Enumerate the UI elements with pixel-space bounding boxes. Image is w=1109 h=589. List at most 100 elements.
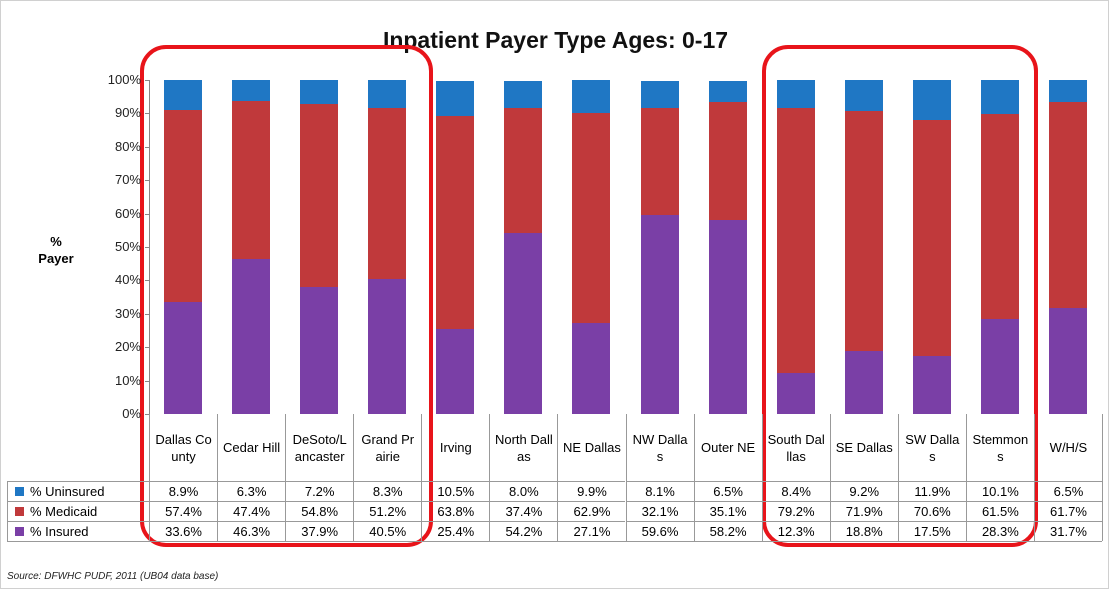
legend-entry: % Uninsured bbox=[7, 481, 149, 501]
source-note: Source: DFWHC PUDF, 2011 (UB04 data base… bbox=[7, 571, 219, 582]
table-cell: 10.5% bbox=[421, 481, 490, 501]
x-tick-label: Outer NE bbox=[693, 414, 762, 481]
table-cell: 70.6% bbox=[897, 501, 966, 521]
table-cell: 9.2% bbox=[829, 481, 898, 501]
table-cell: 62.9% bbox=[557, 501, 626, 521]
bar-segment bbox=[368, 80, 407, 108]
bar-segment bbox=[708, 102, 747, 220]
x-tick-label: Dallas County bbox=[149, 414, 217, 481]
y-tick-mark bbox=[145, 347, 149, 349]
table-cell: 33.6% bbox=[149, 521, 218, 541]
bar-segment bbox=[368, 107, 407, 279]
x-tick-label: Cedar Hill bbox=[217, 414, 285, 481]
legend-swatch bbox=[15, 507, 24, 516]
y-tick-mark bbox=[145, 113, 149, 115]
y-tick-mark bbox=[145, 80, 149, 81]
bar-segment bbox=[844, 351, 883, 414]
legend-label: % Insured bbox=[30, 524, 89, 539]
y-tick-mark bbox=[145, 414, 149, 415]
table-cell: 54.2% bbox=[489, 521, 558, 541]
table-cell: 11.9% bbox=[897, 481, 966, 501]
bar-segment bbox=[1048, 308, 1087, 414]
bar-segment bbox=[504, 232, 543, 414]
bar-segment bbox=[776, 80, 815, 109]
table-cell: 18.8% bbox=[829, 521, 898, 541]
table-cell: 37.9% bbox=[285, 521, 354, 541]
y-tick-mark bbox=[145, 213, 149, 215]
table-cell: 8.3% bbox=[353, 481, 422, 501]
highlight-ring bbox=[762, 45, 1038, 547]
table-cell: 59.6% bbox=[625, 521, 694, 541]
y-axis-label: % Payer bbox=[38, 234, 74, 266]
table-border bbox=[7, 541, 1102, 542]
bar-segment bbox=[300, 287, 339, 414]
bar-segment bbox=[436, 81, 475, 117]
y-tick-label: 50% bbox=[114, 239, 141, 254]
bar-segment bbox=[164, 301, 203, 414]
x-tick-label: Stemmons bbox=[965, 414, 1034, 481]
table-cell: 8.4% bbox=[761, 481, 830, 501]
y-tick-label: 80% bbox=[114, 138, 141, 154]
table-cell: 61.5% bbox=[965, 501, 1034, 521]
bar-segment bbox=[980, 319, 1019, 414]
x-tick-label: South Dalllas bbox=[761, 414, 830, 481]
table-cell: 8.1% bbox=[625, 481, 694, 501]
bar-segment bbox=[980, 80, 1019, 115]
y-tick-mark bbox=[145, 280, 149, 282]
bar-segment bbox=[912, 355, 951, 414]
x-tick-label: NE Dallas bbox=[557, 414, 625, 481]
table-cell: 6.5% bbox=[693, 481, 762, 501]
bar-segment bbox=[912, 119, 951, 356]
table-cell: 6.3% bbox=[217, 481, 286, 501]
table-cell: 32.1% bbox=[625, 501, 694, 521]
y-tick-mark bbox=[145, 247, 149, 248]
x-tick-label: W/H/S bbox=[1033, 414, 1102, 481]
y-tick-mark bbox=[145, 146, 149, 148]
bar-segment bbox=[368, 278, 407, 414]
table-cell: 8.0% bbox=[489, 481, 558, 501]
y-tick-label: 20% bbox=[114, 339, 141, 355]
bar-segment bbox=[776, 372, 815, 414]
legend-label: % Medicaid bbox=[30, 504, 98, 519]
table-cell: 47.4% bbox=[217, 501, 286, 521]
table-cell: 54.8% bbox=[285, 501, 354, 521]
legend-swatch bbox=[15, 527, 24, 536]
legend-entry: % Insured bbox=[7, 521, 149, 541]
table-cell: 25.4% bbox=[421, 521, 490, 541]
bar-segment bbox=[708, 219, 747, 414]
table-cell: 7.2% bbox=[285, 481, 354, 501]
bar-segment bbox=[640, 80, 679, 108]
bar-segment bbox=[844, 111, 883, 352]
table-cell: 63.8% bbox=[421, 501, 490, 521]
bar-segment bbox=[640, 107, 679, 215]
table-cell: 46.3% bbox=[217, 521, 286, 541]
y-tick-label: 100% bbox=[107, 72, 141, 87]
bar-segment bbox=[164, 110, 203, 302]
bar-segment bbox=[436, 116, 475, 330]
table-cell: 12.3% bbox=[761, 521, 830, 541]
x-tick-label: North Dallas bbox=[489, 414, 557, 481]
table-cell: 6.5% bbox=[1033, 481, 1102, 501]
table-cell: 58.2% bbox=[693, 521, 762, 541]
bar-segment bbox=[844, 80, 883, 112]
table-cell: 17.5% bbox=[897, 521, 966, 541]
bar-segment bbox=[912, 80, 951, 120]
table-cell: 71.9% bbox=[829, 501, 898, 521]
table-cell: 28.3% bbox=[965, 521, 1034, 541]
y-axis-line bbox=[149, 80, 150, 414]
bar-segment bbox=[1048, 102, 1087, 309]
table-border bbox=[1102, 414, 1103, 541]
table-cell: 51.2% bbox=[353, 501, 422, 521]
table-cell: 79.2% bbox=[761, 501, 830, 521]
bar-segment bbox=[300, 104, 339, 288]
bar-segment bbox=[776, 108, 815, 373]
y-tick-label: 10% bbox=[114, 372, 141, 388]
table-cell: 37.4% bbox=[489, 501, 558, 521]
bar-segment bbox=[708, 80, 747, 103]
y-tick-label: 0% bbox=[122, 406, 141, 421]
x-tick-label: Irving bbox=[421, 414, 489, 481]
y-tick-mark bbox=[145, 313, 149, 315]
table-cell: 31.7% bbox=[1033, 521, 1102, 541]
bar-segment bbox=[300, 80, 339, 105]
